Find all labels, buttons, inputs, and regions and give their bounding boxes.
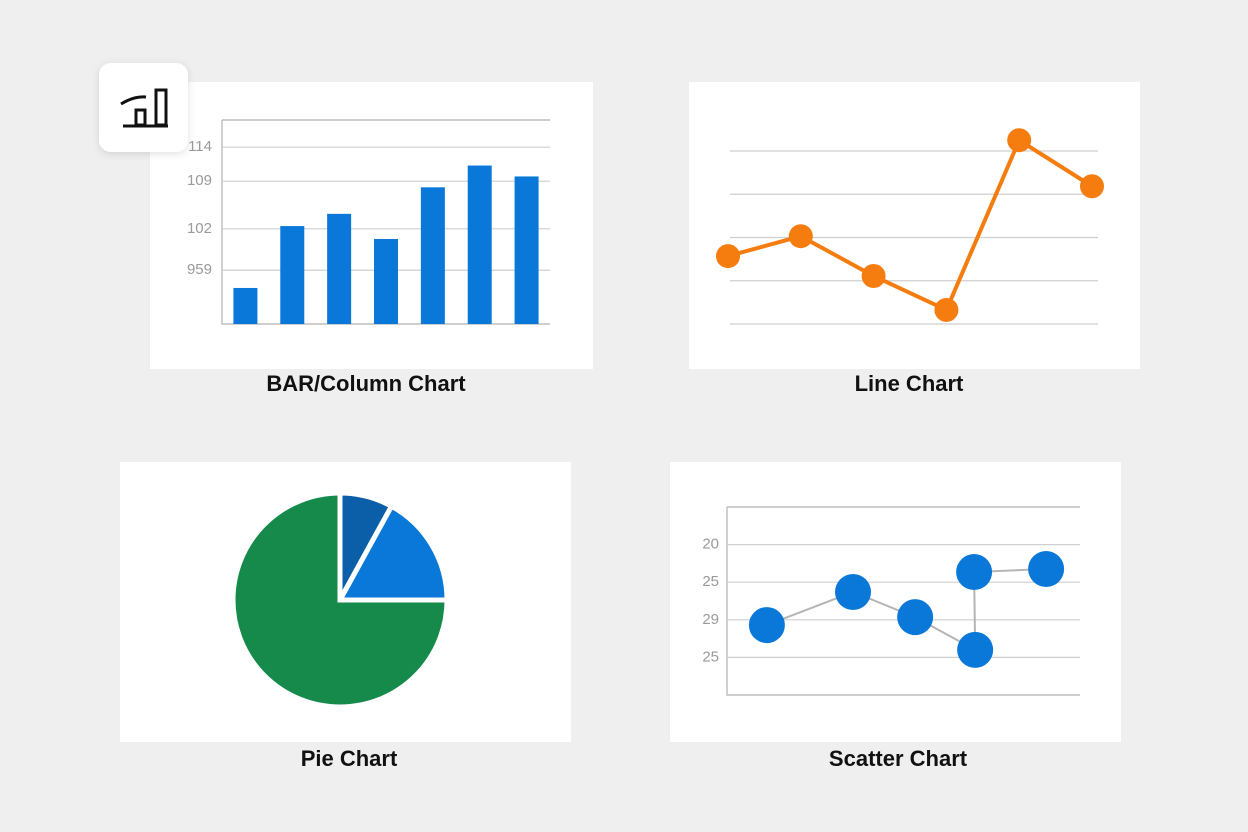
app-icon[interactable] (99, 63, 188, 152)
bar (374, 239, 398, 324)
point (1080, 174, 1104, 199)
caption: BAR/Column Chart (266, 371, 466, 396)
plots: 114 109 102 959 20 25 29 25 (187, 128, 1104, 710)
axes (726, 507, 1080, 696)
point (897, 599, 934, 636)
bar (420, 187, 445, 324)
y-tick-label: 29 (702, 611, 719, 628)
point (957, 631, 994, 668)
point (934, 297, 959, 322)
point (748, 607, 785, 644)
point (788, 224, 813, 249)
y-tick-label: 20 (702, 536, 719, 553)
caption: Pie Chart (301, 746, 398, 771)
y-tick-label: 109 (187, 172, 212, 189)
y-tick-label: 959 (187, 261, 212, 278)
bar (233, 287, 258, 324)
y-tick-label: 25 (702, 573, 719, 590)
bar (467, 165, 492, 324)
bar (514, 176, 539, 324)
point (716, 244, 740, 269)
point (1007, 128, 1032, 153)
point (835, 573, 872, 610)
line-card[interactable] (689, 82, 1140, 369)
y-tick-label: 102 (187, 220, 212, 237)
point (861, 263, 886, 288)
pie-slice (335, 502, 450, 603)
line (727, 138, 1094, 312)
caption: Scatter Chart (829, 746, 968, 771)
point (1028, 551, 1065, 588)
caption: Line Chart (855, 371, 964, 396)
y-tick-label: 114 (188, 138, 212, 155)
bar (280, 226, 305, 324)
icon-glyph (120, 88, 168, 128)
y-tick-label: 25 (702, 648, 719, 665)
point (956, 554, 993, 591)
bar (327, 213, 352, 324)
icon-tile (99, 63, 188, 152)
pie-slice (230, 490, 450, 710)
scatter-card[interactable] (670, 462, 1121, 742)
